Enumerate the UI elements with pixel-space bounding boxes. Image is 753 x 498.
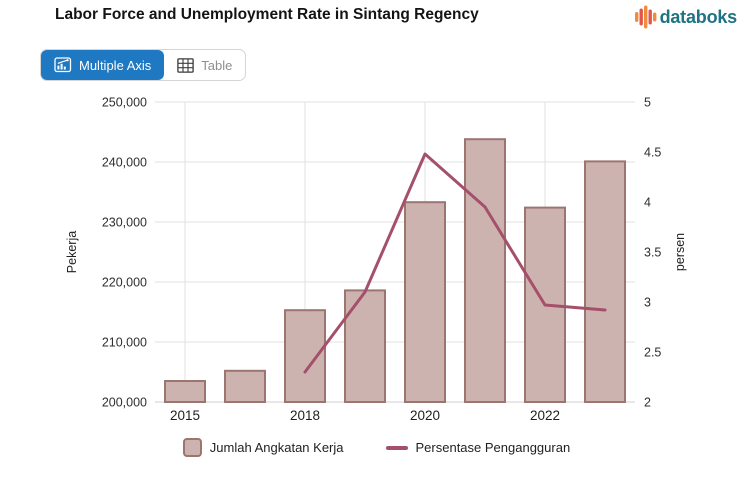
- databoks-logo[interactable]: databoks: [634, 4, 738, 30]
- logo-bar: [639, 8, 643, 26]
- right-axis-tick-label: 3.5: [644, 246, 661, 260]
- right-axis-tick-label: 2.5: [644, 346, 661, 360]
- x-axis-label-2020: 2020: [410, 408, 440, 423]
- logo-bar: [643, 5, 647, 29]
- left-axis-tick-label: 240,000: [102, 156, 147, 170]
- multiple-axis-button[interactable]: Multiple Axis: [41, 50, 165, 80]
- bar-2018[interactable]: [284, 309, 326, 404]
- page-title: Labor Force and Unemployment Rate in Sin…: [55, 6, 479, 23]
- databoks-wordmark: databoks: [659, 6, 738, 27]
- legend-item-pengangguran: Persentase Pengangguran: [385, 440, 571, 455]
- left-axis-tick-label: 200,000: [102, 396, 147, 410]
- bar-2020[interactable]: [404, 201, 446, 403]
- right-axis-title: persen: [673, 233, 687, 271]
- x-axis-label-2018: 2018: [290, 408, 320, 423]
- right-axis-tick-label: 4: [644, 196, 651, 210]
- right-axis-tick-label: 2: [644, 396, 651, 410]
- multiple-axis-chart-icon: [54, 57, 72, 73]
- logo-bar: [634, 12, 638, 22]
- left-axis-tick-label: 250,000: [102, 96, 147, 110]
- x-axis-label-2015: 2015: [170, 408, 200, 423]
- line-series-swatch: [385, 445, 408, 450]
- legend-label-pengangguran: Persentase Pengangguran: [415, 440, 571, 455]
- left-axis-title: Pekerja: [65, 231, 79, 273]
- legend-label-angkatan-kerja: Jumlah Angkatan Kerja: [209, 440, 344, 455]
- x-axis-label-2022: 2022: [530, 408, 560, 423]
- bar-2017[interactable]: [224, 369, 266, 403]
- right-axis-tick-label: 3: [644, 296, 651, 310]
- legend-item-angkatan-kerja: Jumlah Angkatan Kerja: [182, 438, 344, 457]
- bar-2021[interactable]: [464, 138, 506, 403]
- table-grid-icon: [177, 57, 194, 73]
- logo-bar: [648, 9, 652, 25]
- left-axis-tick-label: 230,000: [102, 216, 147, 230]
- chart-legend: Jumlah Angkatan Kerja Persentase Pengang…: [0, 438, 753, 457]
- logo-bar: [652, 12, 656, 22]
- view-toggle-group: Multiple Axis Table: [40, 49, 247, 81]
- table-button[interactable]: Table: [164, 50, 245, 80]
- unemployment-rate-line[interactable]: [303, 152, 607, 374]
- right-axis-tick-label: 4.5: [644, 146, 661, 160]
- bar-series-swatch: [182, 438, 202, 457]
- bar-2023[interactable]: [584, 160, 626, 403]
- left-axis-tick-label: 220,000: [102, 276, 147, 290]
- right-axis-tick-label: 5: [644, 96, 651, 110]
- bar-2015[interactable]: [164, 380, 206, 403]
- bar-2019[interactable]: [344, 289, 386, 403]
- multiple-axis-button-label: Multiple Axis: [79, 57, 152, 73]
- left-axis-tick-label: 210,000: [102, 336, 147, 350]
- databoks-bars-icon: [634, 5, 656, 29]
- table-button-label: Table: [201, 57, 233, 73]
